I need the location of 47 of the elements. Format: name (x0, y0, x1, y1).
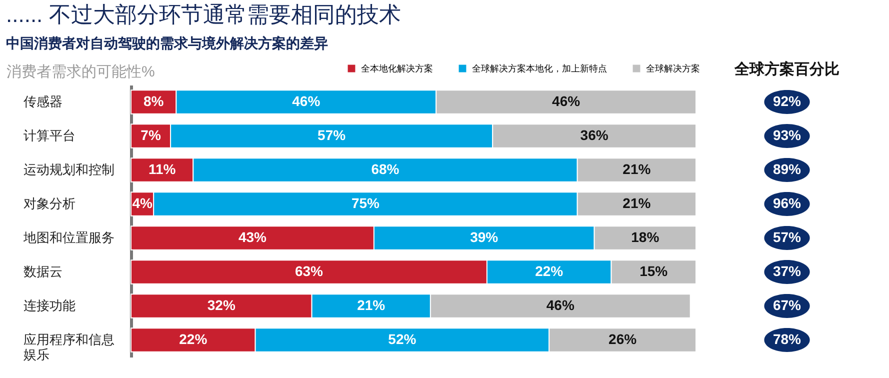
chart-title: ...... 不过大部分环节通常需要相同的技术 (6, 2, 401, 27)
data-label: 32% (207, 297, 236, 313)
x-axis-title: 消费者需求的可能性% (6, 64, 155, 80)
data-label: 18% (631, 229, 660, 245)
data-label: 7% (140, 127, 162, 143)
data-label: 68% (371, 161, 400, 177)
data-label: 8% (143, 93, 164, 109)
data-label: 63% (294, 263, 324, 279)
y-tick-label: 运动规划和控制 (24, 162, 114, 177)
legend-label: 全球解决方案本地化，加上新特点 (472, 64, 607, 74)
data-label: 22% (179, 331, 208, 347)
y-tick-label: 计算平台 (24, 128, 76, 143)
legend-label: 全球解决方案 (646, 64, 700, 74)
text: 全球方案百分比 (734, 60, 840, 78)
data-label: 43% (238, 229, 268, 245)
text: 78% (772, 331, 802, 347)
data-label: 46% (292, 93, 321, 109)
text: 57% (772, 229, 802, 245)
data-label: 21% (622, 195, 652, 211)
data-label: 36% (580, 127, 609, 143)
text: 93% (772, 127, 802, 143)
data-label: 39% (470, 229, 499, 245)
data-label: 21% (357, 297, 386, 313)
data-label: 75% (351, 195, 380, 211)
legend-label: 全本地化解决方案 (361, 64, 433, 74)
text: 37% (772, 263, 802, 279)
data-label: 26% (608, 331, 638, 347)
data-label: 57% (318, 127, 346, 143)
text: 96% (772, 195, 802, 211)
data-label: 52% (388, 331, 417, 347)
data-label: 4% (132, 195, 153, 211)
y-tick-label: 数据云 (24, 264, 62, 279)
y-tick-label: 传感器 (24, 94, 62, 109)
text: 67% (772, 297, 802, 313)
data-label: 46% (546, 297, 575, 313)
data-label: 11% (148, 161, 176, 177)
text: 89% (772, 161, 802, 177)
y-tick-label: 连接功能 (24, 298, 76, 313)
data-label: 21% (622, 161, 652, 177)
chart-subtitle: 中国消费者对自动驾驶的需求与境外解决方案的差异 (6, 35, 328, 51)
text: 92% (772, 93, 802, 109)
data-label: 15% (640, 263, 668, 279)
y-tick-label: 应用程序和信息娱乐 (24, 332, 114, 362)
y-tick-label: 对象分析 (24, 196, 76, 211)
y-tick-label: 地图和位置服务 (22, 230, 114, 245)
data-label: 46% (552, 93, 581, 109)
data-label: 22% (535, 263, 564, 279)
